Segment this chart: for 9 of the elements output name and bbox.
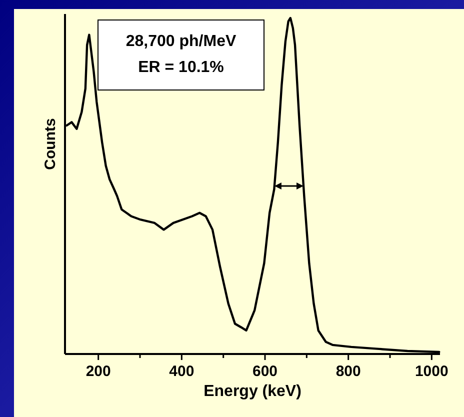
x-tick-label: 1000 [414,363,448,380]
x-tick-label: 800 [336,363,361,380]
annotation: 28,700 ph/MeV [126,33,236,50]
x-tick-label: 600 [252,363,278,380]
x-axis-title: Energy (keV) [204,383,302,400]
y-axis-title: Counts [42,118,59,170]
x-tick-label: 400 [169,363,194,380]
annotation: ER = 10.1% [138,59,224,76]
x-tick-label: 200 [86,363,111,380]
